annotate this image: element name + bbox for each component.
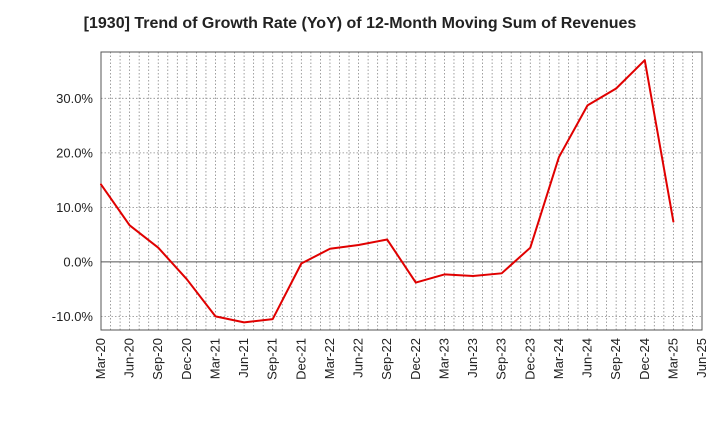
x-tick-label: Mar-24: [551, 338, 566, 379]
x-tick-label: Jun-21: [236, 338, 251, 378]
x-tick-label: Mar-23: [436, 338, 451, 379]
x-tick-label: Sep-24: [608, 338, 623, 380]
x-tick-label: Dec-23: [522, 338, 537, 380]
x-tick-label: Mar-21: [207, 338, 222, 379]
x-tick-label: Dec-22: [408, 338, 423, 380]
x-tick-label: Mar-22: [322, 338, 337, 379]
x-tick-label: Jun-24: [580, 338, 595, 378]
x-tick-label: Jun-23: [465, 338, 480, 378]
x-tick-label: Sep-23: [494, 338, 509, 380]
x-tick-label: Sep-21: [265, 338, 280, 380]
x-tick-label: Sep-22: [379, 338, 394, 380]
x-tick-label: Mar-20: [93, 338, 108, 379]
plot-border: [100, 51, 703, 331]
x-tick-label: Jun-22: [351, 338, 366, 378]
x-tick-label: Dec-20: [179, 338, 194, 380]
chart-title: [1930] Trend of Growth Rate (YoY) of 12-…: [83, 15, 637, 32]
x-tick-label: Jun-25: [694, 338, 709, 378]
plot-area: [101, 52, 702, 330]
y-tick-label: 30.0%: [56, 91, 93, 106]
y-tick-label: 20.0%: [56, 145, 93, 160]
x-tick-label: Dec-24: [637, 338, 652, 380]
y-tick-label: 0.0%: [63, 254, 93, 269]
x-tick-label: Jun-20: [122, 338, 137, 378]
series-line: [100, 59, 675, 324]
x-tick-label: Mar-25: [665, 338, 680, 379]
x-tick-label: Dec-21: [293, 338, 308, 380]
y-tick-label: -10.0%: [52, 309, 94, 324]
x-tick-label: Sep-20: [150, 338, 165, 380]
y-tick-label: 10.0%: [56, 200, 93, 215]
